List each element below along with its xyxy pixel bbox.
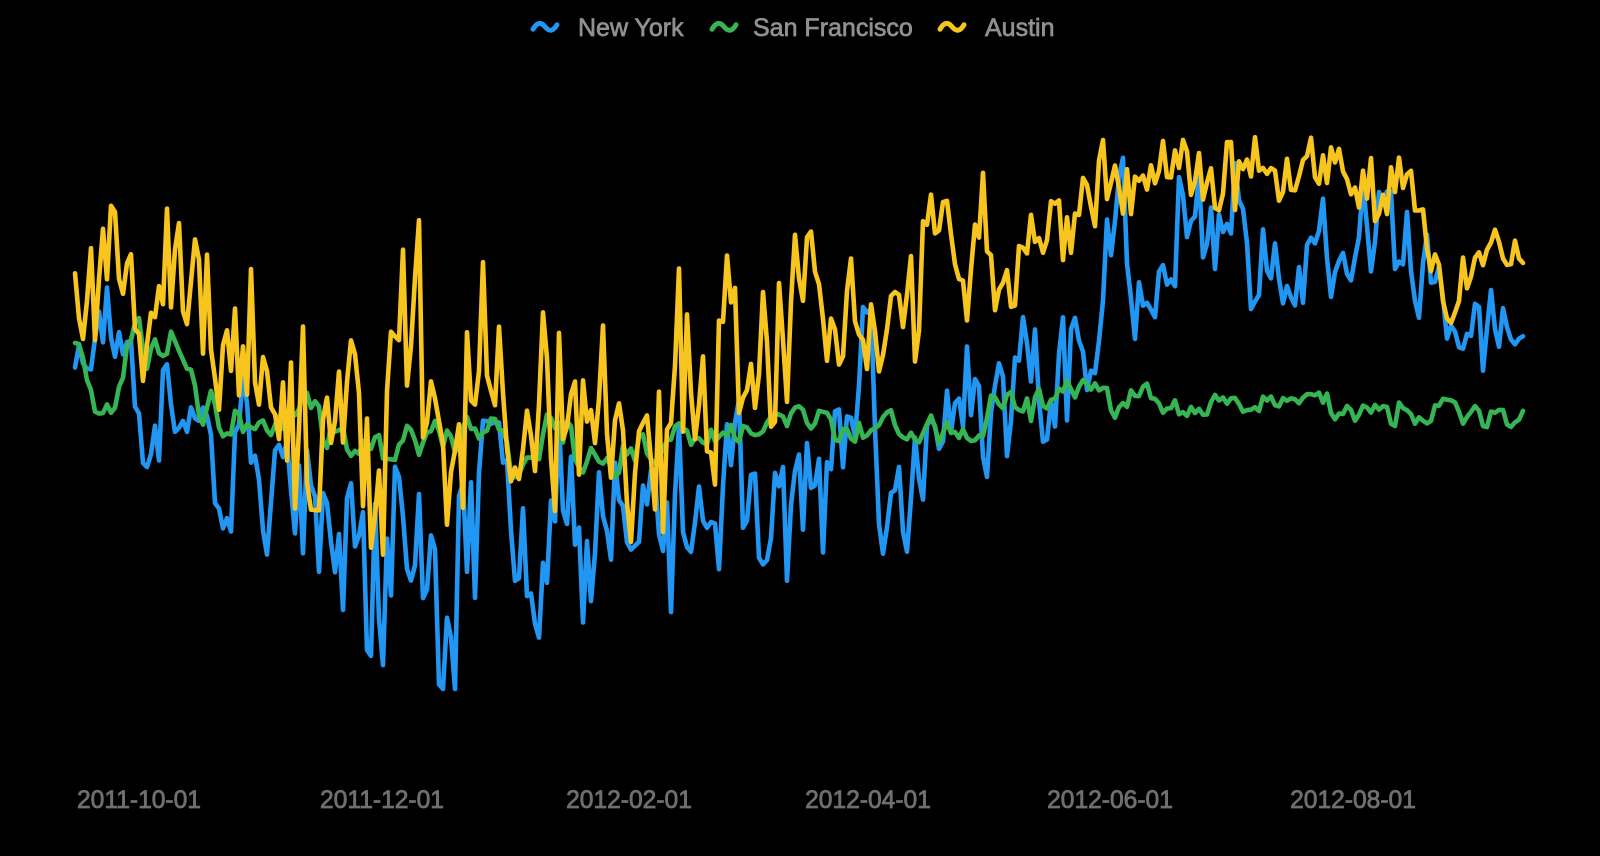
svg-text:2012-06-01: 2012-06-01 bbox=[1047, 787, 1173, 814]
svg-text:2011-12-01: 2011-12-01 bbox=[320, 787, 444, 814]
svg-text:Austin: Austin bbox=[985, 14, 1054, 42]
svg-text:2012-02-01: 2012-02-01 bbox=[566, 787, 692, 814]
svg-text:2012-08-01: 2012-08-01 bbox=[1290, 787, 1416, 814]
svg-text:San Francisco: San Francisco bbox=[753, 14, 913, 42]
svg-text:2012-04-01: 2012-04-01 bbox=[805, 787, 931, 814]
svg-text:New York: New York bbox=[578, 14, 684, 42]
svg-text:2011-10-01: 2011-10-01 bbox=[77, 787, 201, 814]
